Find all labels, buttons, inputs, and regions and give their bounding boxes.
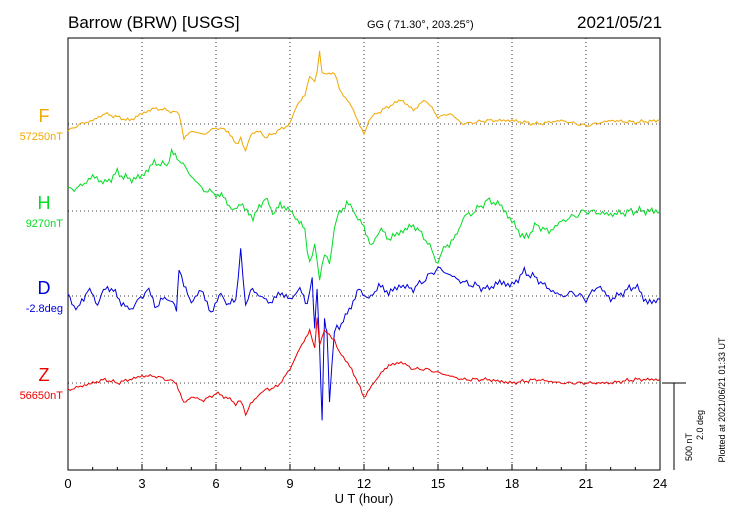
- x-tick-label: 9: [286, 476, 293, 491]
- x-tick-label: 24: [653, 476, 667, 491]
- series-H-line: [67, 147, 661, 281]
- coords-label: GG ( 71.30°, 203.25°): [367, 19, 474, 31]
- plotted-timestamp: Plotted at 2021/06/21 01:33 UT: [717, 337, 727, 463]
- series-D-line: [67, 248, 661, 421]
- channel-D-label: D: [38, 278, 51, 298]
- series-Z-line: [67, 317, 661, 417]
- x-tick-label: 12: [357, 476, 371, 491]
- channel-Z-label: Z: [39, 365, 50, 385]
- grid: [141, 38, 587, 470]
- channel-H-label: H: [38, 193, 51, 213]
- scale-nt-label: 500 nT: [684, 432, 694, 461]
- channel-H-baseline: 9270nT: [26, 218, 64, 230]
- station-title: Barrow (BRW) [USGS]: [68, 13, 240, 32]
- x-ticks: 0 3 6 9 12 15 18 21 24: [64, 464, 667, 491]
- x-tick-label: 21: [579, 476, 593, 491]
- date-label: 2021/05/21: [577, 13, 662, 32]
- channel-Z-baseline: 56650nT: [20, 390, 64, 402]
- channel-F-label: F: [39, 106, 50, 126]
- channel-D-baseline: -2.8deg: [26, 303, 63, 315]
- x-tick-label: 6: [212, 476, 219, 491]
- series-F-line: [67, 50, 661, 153]
- series-group: [67, 50, 661, 421]
- scale-deg-label: 2.0 deg: [695, 410, 705, 440]
- x-tick-label: 18: [505, 476, 519, 491]
- x-tick-label: 3: [138, 476, 145, 491]
- x-tick-label: 0: [64, 476, 71, 491]
- x-axis-label: U T (hour): [335, 491, 394, 506]
- channel-labels: F 57250nT H 9270nT D -2.8deg Z 56650nT: [20, 106, 64, 402]
- channel-F-baseline: 57250nT: [20, 131, 64, 143]
- x-tick-label: 15: [431, 476, 445, 491]
